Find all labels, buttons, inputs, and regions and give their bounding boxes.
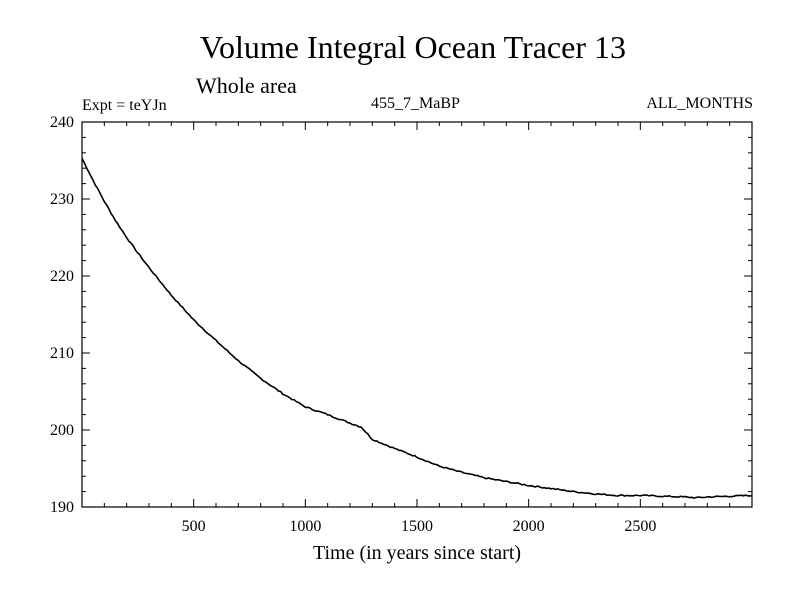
x-axis-label: Time (in years since start) (313, 542, 521, 564)
x-tick-label: 1500 (401, 518, 433, 535)
tick-label-group: 500 1000 1500 2000 2500 190 200 210 220 230 240 (50, 114, 656, 535)
months-label: ALL_MONTHS (646, 95, 753, 112)
y-tick-label: 200 (50, 422, 74, 439)
y-tick-label: 240 (50, 114, 74, 131)
y-tick-label: 220 (50, 268, 74, 285)
series-line (81, 157, 753, 499)
tick-group (82, 122, 752, 507)
y-tick-label: 190 (50, 499, 74, 516)
y-tick-label: 230 (50, 191, 74, 208)
chart-subtitle: Whole area (196, 73, 297, 98)
experiment-label: Expt = teYJn (82, 97, 167, 114)
y-tick-label: 210 (50, 345, 74, 362)
run-label: 455_7_MaBP (371, 95, 460, 112)
x-tick-label: 2000 (513, 518, 545, 535)
chart-title: Volume Integral Ocean Tracer 13 (200, 29, 626, 65)
x-tick-label: 500 (182, 518, 206, 535)
x-tick-label: 1000 (289, 518, 321, 535)
series-group (81, 157, 753, 499)
plot-frame (81, 121, 753, 508)
x-tick-label: 2500 (624, 518, 656, 535)
